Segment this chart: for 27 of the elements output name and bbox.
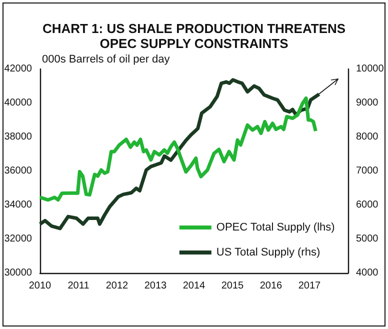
x-tick-label: 2013	[144, 280, 168, 292]
line-series	[38, 96, 318, 202]
y-tick-label: 30000	[4, 268, 32, 278]
y-tick-label: 42000	[4, 64, 32, 74]
y2-tick-label: 10000	[356, 64, 384, 74]
y-tick-label: 34000	[4, 200, 32, 210]
y-tick-label: 40000	[4, 98, 32, 108]
legend-label: OPEC Total Supply (lhs)	[216, 222, 335, 234]
x-tick-label: 2011	[68, 280, 90, 292]
x-tick-label: 2016	[260, 280, 283, 292]
y2-tick-label: 5000	[356, 234, 379, 244]
y-tick-label: 36000	[4, 166, 32, 176]
y-tick-label: 32000	[4, 234, 32, 244]
y-axis-title: 000s Barrels of oil per day	[42, 54, 170, 66]
x-tick-label: 2010	[28, 280, 52, 292]
chart-title: CHART 1: US SHALE PRODUCTION THREATENS OPEC SUPPLY CONSTRAINTS	[42, 21, 346, 51]
y2-tick-label: 9000	[356, 98, 379, 108]
y2-tick-label: 8000	[356, 132, 379, 142]
y2-tick-label: 6000	[356, 200, 379, 210]
y2-tick-label: 4000	[356, 268, 379, 278]
x-tick-label: 2012	[106, 280, 129, 292]
x-tick-label: 2017	[298, 280, 322, 292]
x-tick-label: 2015	[221, 280, 244, 292]
legend-label: US Total Supply (rhs)	[216, 246, 320, 258]
x-tick-label: 2014	[182, 280, 206, 292]
y2-tick-label: 7000	[356, 166, 379, 176]
y-tick-label: 38000	[4, 132, 32, 142]
